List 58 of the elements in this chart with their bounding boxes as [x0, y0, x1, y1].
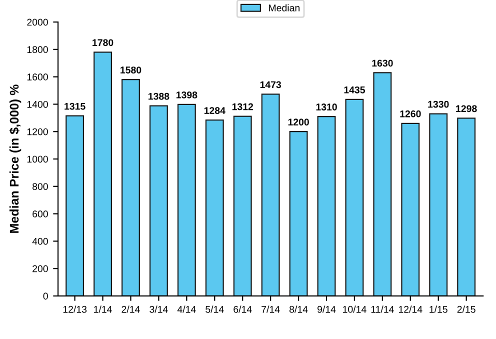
data-label: 1473	[260, 81, 282, 88]
x-tick-label: 12/14	[398, 306, 422, 313]
data-label: 1580	[120, 66, 142, 74]
y-tick-label: 0	[43, 292, 48, 300]
x-tick-label: 2/15	[457, 306, 476, 313]
x-tick-label: 12/13	[63, 306, 87, 313]
data-label: 1388	[148, 92, 170, 100]
bar	[66, 115, 84, 296]
data-label: 1260	[400, 110, 421, 118]
x-tick-label: 7/14	[262, 306, 280, 313]
x-tick-label: 9/14	[317, 306, 336, 313]
bar	[401, 122, 420, 296]
y-axis-title: Median Price (in $,000) %	[9, 84, 22, 233]
legend-label: Median	[269, 4, 300, 12]
data-label: 1435	[344, 86, 366, 94]
x-tick-label: 2/14	[122, 306, 140, 313]
x-tick-label: 1/14	[94, 306, 112, 313]
bar	[149, 105, 168, 296]
data-label: 1780	[92, 39, 114, 46]
data-label: 1284	[204, 107, 226, 114]
y-tick-label: 1800	[27, 46, 48, 54]
bar	[373, 72, 392, 296]
y-tick-label: 1600	[27, 74, 48, 80]
x-tick-label: 4/14	[177, 306, 196, 313]
bar	[289, 131, 308, 296]
data-label: 1398	[176, 92, 198, 98]
x-tick-label: 1/15	[430, 306, 448, 313]
x-tick-label: 6/14	[234, 306, 252, 313]
data-label: 1298	[456, 105, 477, 112]
data-label: 1315	[64, 102, 86, 110]
data-label: 1310	[316, 104, 337, 110]
bar	[233, 116, 252, 296]
bar	[94, 52, 112, 296]
x-tick-label: 8/14	[289, 306, 308, 313]
bar	[177, 104, 196, 296]
bar	[205, 120, 224, 296]
bar	[345, 98, 364, 296]
x-tick-label: 10/14	[343, 306, 366, 313]
data-label: 1312	[232, 103, 254, 110]
data-label: 1330	[428, 100, 449, 108]
y-tick-label: 1000	[27, 156, 48, 163]
y-tick-label: 1200	[27, 128, 48, 136]
y-tick-label: 600	[32, 210, 48, 218]
y-tick-label: 800	[32, 183, 48, 190]
bar	[429, 113, 448, 296]
y-tick-label: 1400	[27, 100, 48, 108]
bar	[122, 79, 140, 296]
y-tick-label: 400	[32, 238, 48, 245]
x-tick-label: 11/14	[371, 306, 394, 313]
data-label: 1630	[372, 60, 393, 67]
x-tick-label: 5/14	[206, 306, 224, 313]
x-tick-label: 3/14	[150, 306, 168, 313]
y-tick-label: 2000	[27, 18, 48, 26]
data-label: 1200	[288, 118, 309, 126]
bar	[457, 118, 476, 296]
bar	[317, 116, 336, 296]
y-tick-label: 200	[32, 265, 48, 272]
bar	[261, 94, 280, 296]
